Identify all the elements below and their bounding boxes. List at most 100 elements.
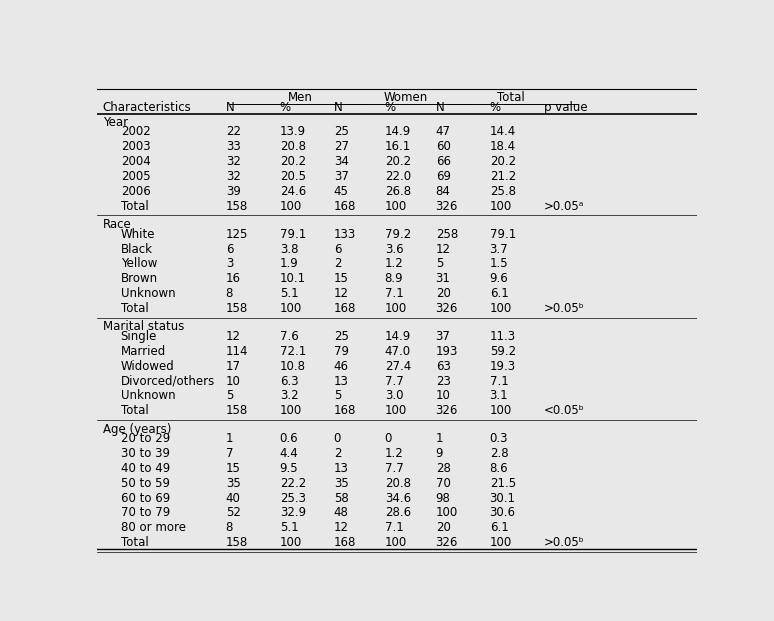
Text: 100: 100: [385, 536, 407, 549]
Text: 3.2: 3.2: [279, 389, 298, 402]
Text: Women: Women: [384, 91, 428, 104]
Text: 168: 168: [334, 404, 356, 417]
Text: 193: 193: [436, 345, 458, 358]
Text: 100: 100: [279, 302, 302, 315]
Text: 2002: 2002: [121, 125, 150, 138]
Text: 7.1: 7.1: [385, 521, 403, 534]
Text: 22.0: 22.0: [385, 170, 411, 183]
Text: 114: 114: [226, 345, 248, 358]
Text: 14.9: 14.9: [385, 125, 411, 138]
Text: 34: 34: [334, 155, 348, 168]
Text: 4.4: 4.4: [279, 447, 299, 460]
Text: 168: 168: [334, 302, 356, 315]
Text: 8.6: 8.6: [490, 462, 509, 475]
Text: 14.4: 14.4: [490, 125, 516, 138]
Text: 5.1: 5.1: [279, 287, 298, 300]
Text: 158: 158: [226, 536, 248, 549]
Text: 100: 100: [279, 199, 302, 212]
Text: >0.05ᵇ: >0.05ᵇ: [543, 536, 584, 549]
Text: p value: p value: [543, 101, 587, 114]
Text: 100: 100: [385, 302, 407, 315]
Text: 32: 32: [226, 155, 241, 168]
Text: 7: 7: [226, 447, 233, 460]
Text: 2004: 2004: [121, 155, 150, 168]
Text: 9: 9: [436, 447, 444, 460]
Text: Married: Married: [121, 345, 166, 358]
Text: 6: 6: [226, 243, 233, 256]
Text: 20: 20: [436, 287, 450, 300]
Text: 47.0: 47.0: [385, 345, 411, 358]
Text: 60 to 69: 60 to 69: [121, 492, 170, 505]
Text: N: N: [436, 101, 444, 114]
Text: >0.05ᵃ: >0.05ᵃ: [543, 199, 584, 212]
Text: 35: 35: [226, 477, 241, 490]
Text: Characteristics: Characteristics: [103, 101, 191, 114]
Text: Race: Race: [103, 218, 132, 231]
Text: 28: 28: [436, 462, 450, 475]
Text: 84: 84: [436, 185, 450, 197]
Text: Total: Total: [121, 536, 149, 549]
Text: 12: 12: [436, 243, 450, 256]
Text: Brown: Brown: [121, 272, 158, 285]
Text: 7.7: 7.7: [385, 374, 403, 388]
Text: 2.8: 2.8: [490, 447, 509, 460]
Text: 37: 37: [334, 170, 348, 183]
Text: 2: 2: [334, 257, 341, 270]
Text: 6.3: 6.3: [279, 374, 298, 388]
Text: 2: 2: [334, 447, 341, 460]
Text: 1: 1: [226, 432, 233, 445]
Text: 6.1: 6.1: [490, 521, 509, 534]
Text: 25: 25: [334, 125, 348, 138]
Text: %: %: [279, 101, 291, 114]
Text: %: %: [385, 101, 396, 114]
Text: Year: Year: [103, 116, 128, 129]
Text: 15: 15: [226, 462, 241, 475]
Text: 12: 12: [334, 521, 349, 534]
Text: 100: 100: [279, 536, 302, 549]
Text: %: %: [490, 101, 501, 114]
Text: 3.0: 3.0: [385, 389, 403, 402]
Text: 12: 12: [226, 330, 241, 343]
Text: N: N: [226, 101, 235, 114]
Text: 100: 100: [385, 199, 407, 212]
Text: 19.3: 19.3: [490, 360, 515, 373]
Text: 14.9: 14.9: [385, 330, 411, 343]
Text: 7.1: 7.1: [385, 287, 403, 300]
Text: 3.8: 3.8: [279, 243, 298, 256]
Text: 3: 3: [226, 257, 233, 270]
Text: 1.5: 1.5: [490, 257, 509, 270]
Text: 25: 25: [334, 330, 348, 343]
Text: 20.8: 20.8: [279, 140, 306, 153]
Text: 0: 0: [334, 432, 341, 445]
Text: 8: 8: [226, 287, 233, 300]
Text: 1.2: 1.2: [385, 257, 403, 270]
Text: Widowed: Widowed: [121, 360, 174, 373]
Text: 16: 16: [226, 272, 241, 285]
Text: 1.9: 1.9: [279, 257, 299, 270]
Text: 20.2: 20.2: [279, 155, 306, 168]
Text: 3.1: 3.1: [490, 389, 509, 402]
Text: 21.5: 21.5: [490, 477, 515, 490]
Text: 17: 17: [226, 360, 241, 373]
Text: 24.6: 24.6: [279, 185, 306, 197]
Text: 10.1: 10.1: [279, 272, 306, 285]
Text: 9.6: 9.6: [490, 272, 509, 285]
Text: 60: 60: [436, 140, 450, 153]
Text: 12: 12: [334, 287, 349, 300]
Text: N: N: [334, 101, 342, 114]
Text: 2003: 2003: [121, 140, 150, 153]
Text: Total: Total: [121, 404, 149, 417]
Text: 79.1: 79.1: [279, 228, 306, 241]
Text: 6.1: 6.1: [490, 287, 509, 300]
Text: 7.6: 7.6: [279, 330, 299, 343]
Text: Black: Black: [121, 243, 152, 256]
Text: 168: 168: [334, 536, 356, 549]
Text: 100: 100: [436, 507, 458, 519]
Text: 3.6: 3.6: [385, 243, 403, 256]
Text: 7.1: 7.1: [490, 374, 509, 388]
Text: 0.3: 0.3: [490, 432, 509, 445]
Text: 11.3: 11.3: [490, 330, 515, 343]
Text: 47: 47: [436, 125, 450, 138]
Text: Men: Men: [288, 91, 313, 104]
Text: 2006: 2006: [121, 185, 150, 197]
